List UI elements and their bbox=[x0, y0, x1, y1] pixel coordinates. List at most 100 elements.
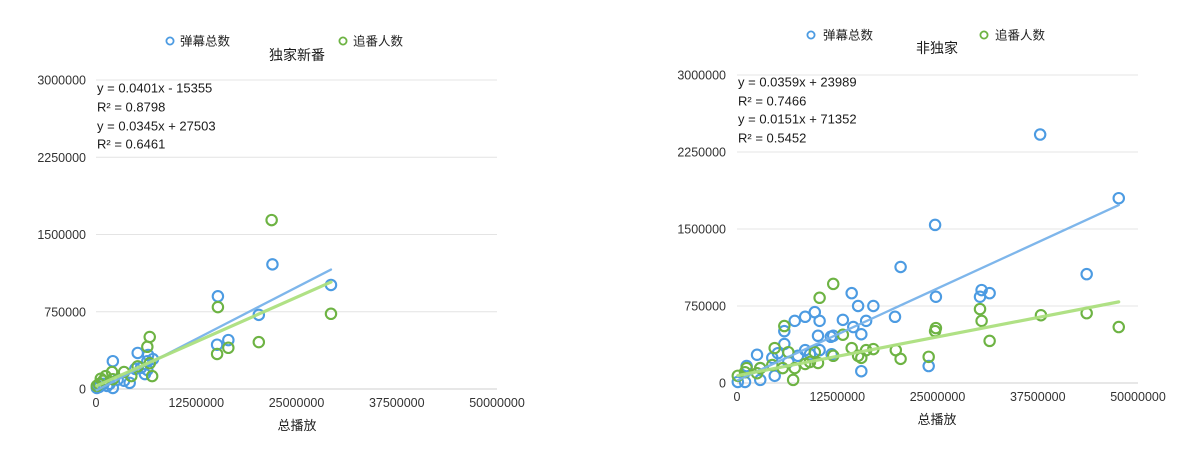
trendlines bbox=[95, 268, 333, 392]
x-tick-label: 12500000 bbox=[809, 390, 865, 404]
x-axis-label: 总播放 bbox=[917, 412, 956, 427]
follower-count-point bbox=[975, 314, 988, 328]
y-tick-label: 0 bbox=[719, 377, 726, 391]
danmaku-count-point bbox=[855, 327, 868, 341]
follower-count-point bbox=[973, 302, 987, 316]
danmaku-count-point bbox=[1033, 128, 1047, 141]
danmaku-count-point bbox=[922, 359, 935, 373]
x-tick-label: 50000000 bbox=[469, 396, 525, 410]
follower-count-r-squared: R² = 0.5452 bbox=[738, 131, 806, 146]
danmaku-count-point bbox=[754, 373, 767, 387]
follower-count-point bbox=[894, 352, 907, 366]
chart-legend: 弹幕总数 追番人数 bbox=[806, 28, 1046, 43]
follower-count-r-squared: R² = 0.6461 bbox=[97, 137, 165, 152]
y-tick-label: 0 bbox=[79, 383, 86, 397]
follower-count-point bbox=[222, 341, 235, 355]
legend-follower-count-label: 追番人数 bbox=[353, 34, 404, 49]
follower-count-point bbox=[786, 373, 800, 387]
danmaku-count-r-squared: R² = 0.8798 bbox=[97, 100, 165, 115]
trendlines bbox=[736, 203, 1121, 382]
chart-legend: 弹幕总数 追番人数 bbox=[165, 34, 404, 49]
danmaku-count-point bbox=[123, 376, 136, 390]
danmaku-count-point bbox=[813, 314, 826, 328]
x-tick-label: 50000000 bbox=[1110, 390, 1166, 404]
y-tick-label: 2250000 bbox=[37, 151, 86, 165]
x-tick-label: 25000000 bbox=[910, 390, 966, 404]
y-tick-label: 750000 bbox=[44, 305, 86, 319]
x-axis-ticks: 0 12500000 25000000 37500000 50000000 bbox=[734, 390, 1166, 404]
danmaku-count-point bbox=[825, 348, 838, 361]
legend-danmaku-count-marker bbox=[165, 36, 175, 46]
follower-count-point bbox=[778, 319, 791, 333]
danmaku-count-point bbox=[788, 314, 801, 328]
follower-count-point bbox=[143, 330, 156, 344]
danmaku-count-point bbox=[138, 367, 152, 381]
danmaku-count-point bbox=[888, 310, 902, 324]
danmaku-count-point bbox=[929, 290, 943, 304]
gridlines bbox=[737, 74, 1138, 384]
trendline-equations: y = 0.0359x + 23989 R² = 0.7466 y = 0.01… bbox=[738, 75, 857, 146]
danmaku-count-point bbox=[778, 324, 791, 338]
x-tick-label: 37500000 bbox=[1010, 390, 1066, 404]
danmaku-count-point bbox=[811, 329, 825, 343]
y-tick-label: 1500000 bbox=[677, 223, 726, 237]
danmaku-count-point bbox=[211, 290, 225, 303]
legend-danmaku-count-label: 弹幕总数 bbox=[180, 34, 231, 49]
danmaku-count-point bbox=[867, 299, 880, 313]
danmaku-count-point bbox=[859, 314, 873, 328]
y-tick-label: 1500000 bbox=[37, 228, 86, 242]
follower-count-equation: y = 0.0345x + 27503 bbox=[97, 119, 216, 134]
follower-count-point bbox=[1112, 320, 1126, 334]
danmaku-count-point bbox=[928, 218, 942, 232]
follower-count-point bbox=[211, 300, 225, 314]
follower-count-point bbox=[141, 340, 154, 354]
scatter-points bbox=[731, 128, 1126, 389]
trendline-equations: y = 0.0401x - 15355 R² = 0.8798 y = 0.03… bbox=[97, 81, 216, 152]
follower-count-trendline bbox=[95, 280, 333, 388]
x-tick-label: 37500000 bbox=[369, 396, 425, 410]
follower-count-point bbox=[252, 335, 266, 349]
danmaku-count-point bbox=[824, 330, 838, 344]
gridlines bbox=[96, 79, 497, 390]
follower-count-equation: y = 0.0151x + 71352 bbox=[738, 112, 857, 127]
legend-follower-count-marker bbox=[338, 36, 348, 46]
danmaku-count-point bbox=[847, 320, 860, 334]
chart-title: 独家新番 bbox=[269, 47, 325, 63]
non-exclusive-chart: 弹幕总数 追番人数 非独家 0 750000 1500000 2250000 30000… bbox=[677, 28, 1166, 428]
danmaku-count-point bbox=[894, 260, 907, 274]
follower-count-point bbox=[265, 213, 278, 227]
danmaku-count-point bbox=[106, 354, 120, 368]
danmaku-count-point bbox=[131, 346, 144, 360]
legend-danmaku-count-label: 弹幕总数 bbox=[823, 28, 874, 43]
x-axis-label: 总播放 bbox=[277, 418, 316, 433]
danmaku-count-point bbox=[855, 364, 868, 378]
follower-count-point bbox=[210, 347, 224, 361]
follower-count-point bbox=[145, 369, 159, 383]
danmaku-count-equation: y = 0.0359x + 23989 bbox=[738, 75, 857, 90]
chart-title: 非独家 bbox=[916, 40, 958, 56]
danmaku-count-point bbox=[266, 258, 279, 271]
danmaku-count-equation: y = 0.0401x - 15355 bbox=[97, 81, 212, 96]
x-tick-label: 0 bbox=[93, 396, 100, 410]
danmaku-count-point bbox=[798, 310, 812, 324]
danmaku-count-point bbox=[222, 333, 235, 347]
follower-count-trendline bbox=[736, 300, 1121, 378]
legend-follower-count-label: 追番人数 bbox=[995, 28, 1046, 43]
y-axis-ticks: 0 750000 1500000 2250000 3000000 bbox=[37, 74, 86, 397]
follower-count-point bbox=[324, 307, 338, 321]
x-tick-label: 25000000 bbox=[269, 396, 325, 410]
legend-follower-count-marker bbox=[979, 30, 989, 40]
danmaku-count-point bbox=[1112, 191, 1126, 205]
follower-count-point bbox=[922, 350, 935, 364]
danmaku-count-r-squared: R² = 0.7466 bbox=[738, 94, 806, 109]
x-tick-label: 12500000 bbox=[168, 396, 224, 410]
danmaku-count-point bbox=[1080, 267, 1093, 281]
x-tick-label: 0 bbox=[734, 390, 741, 404]
follower-count-point bbox=[813, 291, 826, 305]
follower-count-point bbox=[826, 277, 840, 291]
follower-count-point bbox=[811, 356, 825, 370]
danmaku-count-point bbox=[845, 286, 858, 300]
follower-count-point bbox=[983, 334, 996, 348]
danmaku-count-point bbox=[851, 299, 865, 313]
